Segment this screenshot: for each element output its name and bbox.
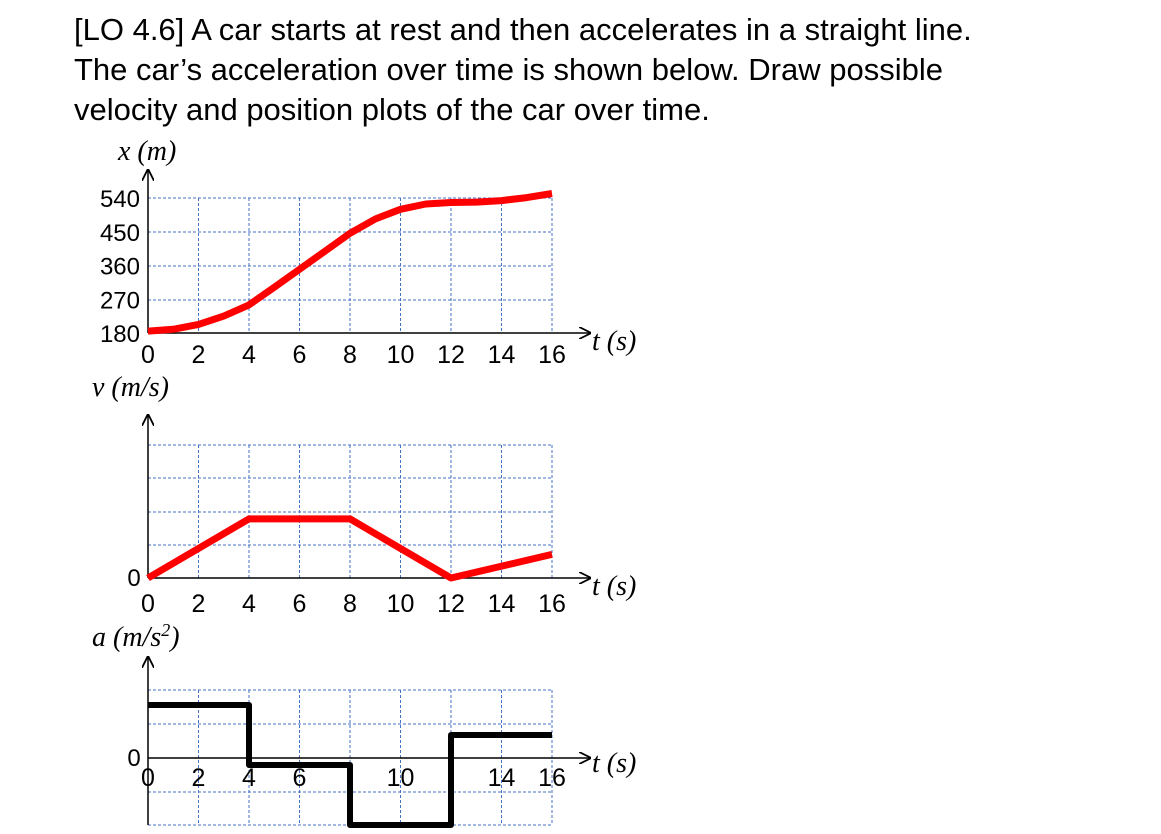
acceleration-x-tick-label: 4 (242, 764, 256, 792)
velocity-y-axis-label: v (m/s) (92, 372, 169, 403)
velocity-plot: v (m/s) t (s) 0 2 4 6 8 10 12 14 16 0 (92, 372, 636, 618)
velocity-curve (146, 515, 553, 582)
velocity-grid (148, 444, 553, 579)
acceleration-x-axis-label: t (s) (592, 748, 636, 779)
velocity-x-tick-label: 12 (437, 590, 465, 618)
position-y-tick-label: 180 (100, 321, 140, 348)
question-line-3: velocity and position plots of the car o… (74, 92, 710, 127)
velocity-y-tick-label: 0 (127, 565, 140, 592)
velocity-x-tick-label: 10 (387, 590, 415, 618)
position-y-tick-label: 360 (100, 254, 140, 281)
position-plot: x (m) t (s) 0 2 4 6 8 10 12 14 16 180 270 360 450 540 (100, 136, 636, 369)
acceleration-y-tick-label: 0 (127, 745, 140, 772)
axis-label-exponent: 2 (161, 620, 170, 640)
velocity-x-axis-label: t (s) (592, 571, 636, 602)
position-y-tick-label: 540 (100, 186, 140, 213)
velocity-x-tick-label: 16 (538, 590, 566, 618)
question-line-1: [LO 4.6] A car starts at rest and then a… (74, 12, 972, 47)
position-x-tick-label: 16 (538, 341, 566, 369)
acceleration-x-tick-label: 6 (293, 764, 307, 792)
acceleration-y-axis-label: a (m/s2) (92, 620, 180, 653)
position-y-tick-label: 450 (100, 220, 140, 247)
acceleration-x-tick-label: 14 (488, 764, 516, 792)
velocity-x-tick-label: 2 (192, 590, 206, 618)
position-x-tick-label: 2 (192, 341, 206, 369)
velocity-x-tick-label: 8 (343, 590, 357, 618)
position-x-tick-label: 4 (242, 341, 256, 369)
question-line-2: The car’s acceleration over time is show… (74, 52, 943, 87)
velocity-x-tick-label: 6 (293, 590, 307, 618)
position-y-tick-label: 270 (100, 287, 140, 314)
acceleration-curve (148, 702, 552, 828)
velocity-x-tick-label: 4 (242, 590, 256, 618)
acceleration-plot: a (m/s2) t (s) 0 2 4 6 10 14 16 0 (92, 620, 636, 828)
question-text: [LO 4.6] A car starts at rest and then a… (74, 10, 1144, 130)
acceleration-x-tick-label: 0 (141, 764, 155, 792)
axis-label-close: ) (168, 622, 179, 653)
position-x-tick-label: 0 (141, 341, 155, 369)
position-x-tick-label: 6 (293, 341, 307, 369)
position-x-tick-label: 10 (387, 341, 415, 369)
position-curve (147, 190, 553, 335)
acceleration-x-tick-label: 2 (192, 764, 206, 792)
position-x-tick-label: 8 (343, 341, 357, 369)
acceleration-x-tick-label: 10 (387, 764, 415, 792)
position-y-axis-label: x (m) (117, 136, 176, 167)
position-x-tick-label: 12 (437, 341, 465, 369)
position-x-tick-label: 14 (488, 341, 516, 369)
velocity-x-tick-label: 14 (488, 590, 516, 618)
velocity-x-tick-label: 0 (141, 590, 155, 618)
position-x-axis-label: t (s) (592, 326, 636, 357)
position-grid (148, 197, 553, 334)
acceleration-x-tick-label: 16 (538, 764, 566, 792)
